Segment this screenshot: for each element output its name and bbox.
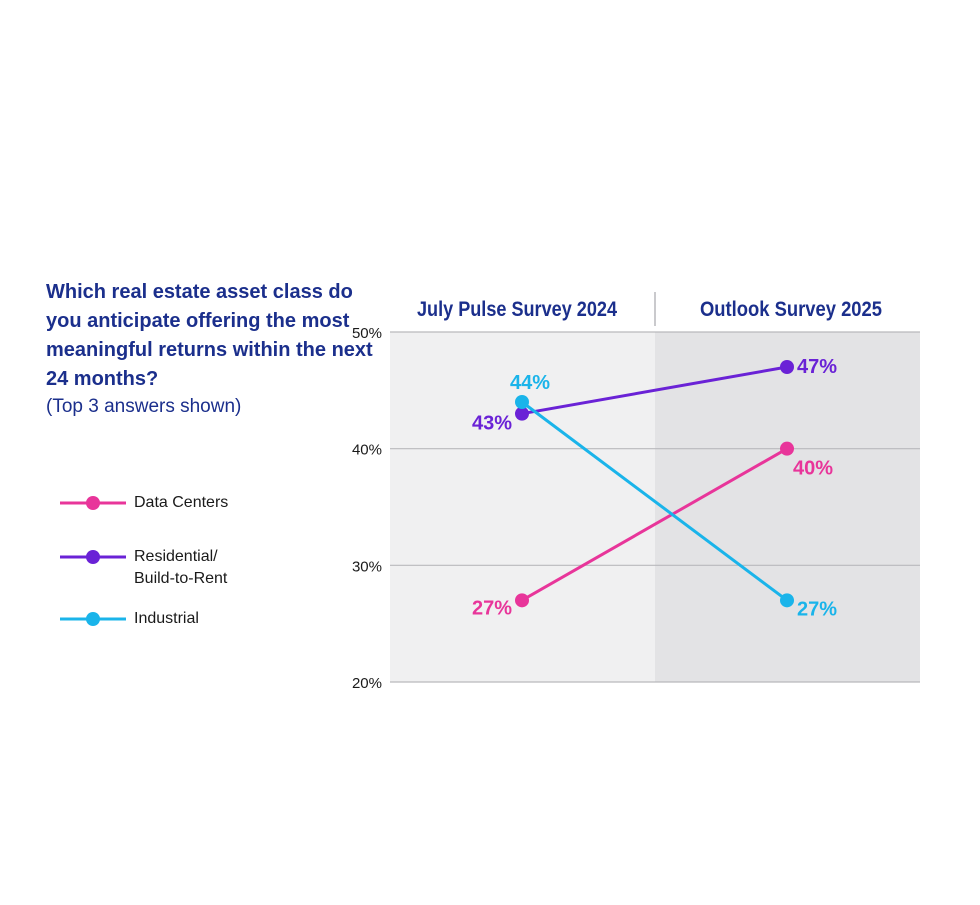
data-label: 27% <box>472 597 512 619</box>
category-header: Outlook Survey 2025 <box>700 298 882 321</box>
data-label: 44% <box>510 372 550 394</box>
series-line <box>521 447 788 602</box>
data-label: 40% <box>793 458 833 480</box>
series-line <box>521 365 788 416</box>
chart-subtitle: (Top 3 answers shown) <box>46 396 242 417</box>
data-point <box>780 360 794 374</box>
data-label: 27% <box>797 598 837 620</box>
title-block: Which real estate asset class do you ant… <box>46 278 376 420</box>
series-line <box>521 400 788 602</box>
y-tick-label: 50% <box>352 325 382 342</box>
data-point <box>515 406 529 421</box>
chart-title: Which real estate asset class do you ant… <box>46 281 373 390</box>
y-tick-label: 30% <box>352 558 382 575</box>
data-point <box>515 593 529 608</box>
data-point <box>780 441 794 456</box>
panel-2025 <box>655 332 920 682</box>
legend-item-industrial: Industrial <box>60 610 199 630</box>
legend-label: Residential/ Build-to-Rent <box>134 548 228 587</box>
category-header: July Pulse Survey 2024 <box>417 298 617 321</box>
legend-item-data-centers: Data Centers <box>60 494 228 514</box>
legend-item-residential: Residential/ Build-to-Rent <box>60 548 254 590</box>
data-point <box>780 593 794 608</box>
data-point <box>515 395 529 409</box>
legend-swatch-residential <box>60 550 126 564</box>
data-label: 43% <box>472 413 512 435</box>
y-tick-label: 40% <box>352 442 382 459</box>
legend-label: Industrial <box>134 610 199 627</box>
legend-swatch-data-centers <box>60 496 126 510</box>
panel-2024 <box>390 332 655 682</box>
legend-label: Data Centers <box>134 494 229 511</box>
legend-swatch-industrial <box>60 612 126 626</box>
data-label: 47% <box>797 356 837 378</box>
y-tick-label: 20% <box>352 675 382 692</box>
